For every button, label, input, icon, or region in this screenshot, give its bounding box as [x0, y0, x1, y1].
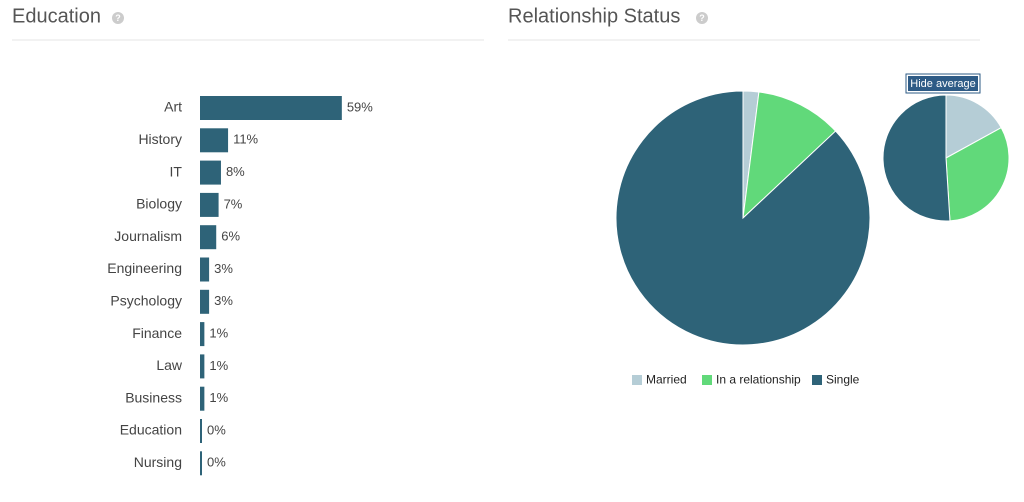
legend-swatch — [812, 375, 822, 385]
button-label: Hide average — [910, 78, 975, 90]
category-label: Psychology — [110, 293, 182, 309]
legend-swatch — [632, 375, 642, 385]
bar — [200, 128, 229, 153]
legend-label: Married — [646, 373, 687, 387]
legend-label: Single — [826, 373, 860, 387]
pie-slice — [945, 94, 1002, 159]
category-label: Journalism — [114, 228, 182, 244]
value-label: 3% — [214, 293, 233, 308]
category-label: Education — [120, 422, 182, 438]
bar — [200, 386, 205, 411]
category-label: Nursing — [134, 454, 182, 470]
bar — [200, 257, 210, 282]
bar — [200, 289, 210, 314]
category-label: Art — [164, 99, 182, 115]
value-label: 7% — [224, 196, 243, 211]
category-label: IT — [170, 163, 183, 179]
pie-slice — [615, 90, 871, 346]
pie-slice — [945, 126, 1010, 222]
bar — [200, 160, 221, 185]
category-label: Finance — [132, 325, 182, 341]
value-label: 11% — [233, 132, 258, 147]
bar — [200, 96, 342, 120]
value-label: 1% — [209, 326, 228, 341]
value-label: 3% — [214, 261, 233, 276]
pie-slice — [882, 94, 951, 222]
value-label: 59% — [347, 99, 373, 114]
value-label: 8% — [226, 164, 245, 179]
legend-swatch — [702, 375, 712, 385]
bar — [200, 419, 202, 443]
legend-label: In a relationship — [716, 373, 801, 387]
bar — [200, 322, 205, 347]
bar — [200, 354, 205, 379]
help-icon-glyph: ? — [115, 13, 121, 23]
bar — [200, 225, 217, 250]
category-label: History — [138, 131, 182, 147]
chart-title: Relationship Status — [508, 5, 680, 27]
help-icon[interactable] — [112, 12, 124, 24]
value-label: 1% — [209, 390, 228, 405]
chart-title: Education — [12, 5, 101, 27]
value-label: 6% — [221, 229, 240, 244]
hide-average-button[interactable] — [908, 76, 978, 91]
bar — [200, 451, 202, 476]
bar — [200, 192, 219, 217]
category-label: Business — [125, 389, 182, 405]
category-label: Law — [156, 357, 183, 373]
help-icon[interactable] — [696, 12, 708, 24]
help-icon-glyph: ? — [699, 13, 705, 23]
value-label: 0% — [207, 455, 226, 470]
value-label: 1% — [209, 358, 228, 373]
category-label: Engineering — [107, 260, 182, 276]
button-frame — [905, 73, 981, 94]
category-label: Biology — [136, 196, 182, 212]
value-label: 0% — [207, 422, 226, 437]
pie-slice — [742, 91, 837, 220]
